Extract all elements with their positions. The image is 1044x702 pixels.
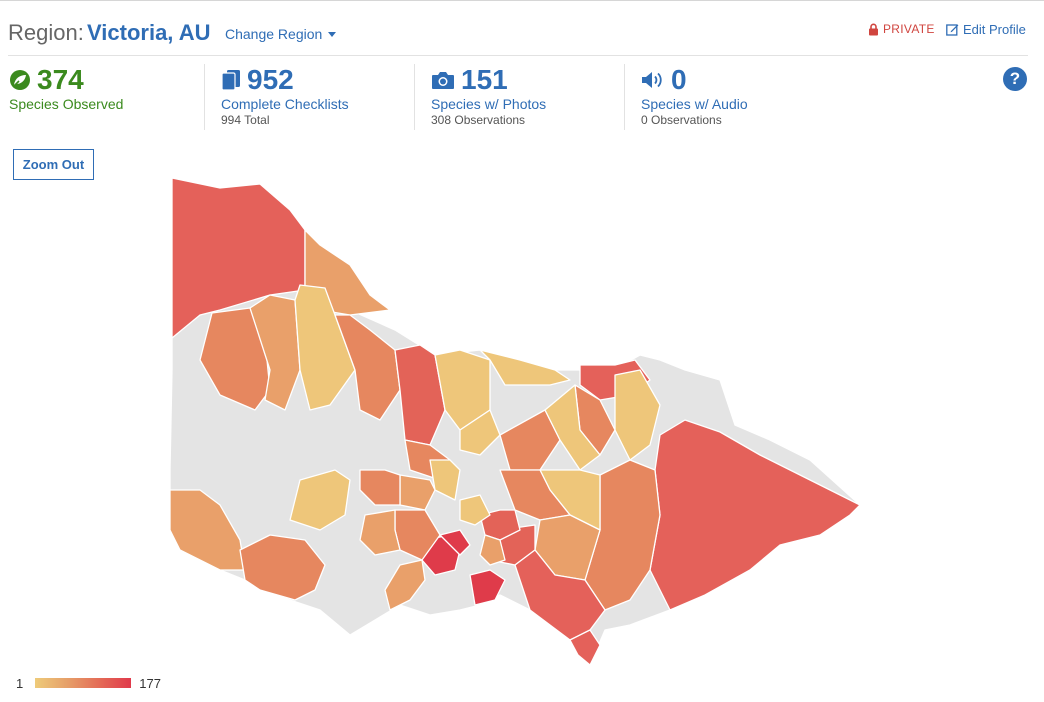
district-gannawarra[interactable] (334, 314, 401, 421)
top-border (0, 0, 1044, 1)
district-melbourne[interactable] (439, 529, 471, 556)
edit-profile-label: Edit Profile (963, 22, 1026, 37)
stat-complete-checklists[interactable]: 952 Complete Checklists 994 Total (204, 64, 412, 130)
species-audio-label: Species w/ Audio (641, 96, 748, 112)
species-audio-count: 0 (671, 64, 687, 95)
district-campaspe[interactable] (394, 344, 446, 446)
header-divider (8, 55, 1028, 56)
district-wilsons-prom[interactable] (569, 629, 601, 666)
district-yarriambiack[interactable] (249, 294, 301, 411)
complete-checklists-total: 994 Total (221, 113, 270, 127)
edit-profile-link[interactable]: Edit Profile (946, 22, 1026, 37)
speaker-icon (642, 72, 662, 88)
legend-max: 177 (139, 675, 161, 691)
legend-gradient (35, 678, 132, 688)
region-prefix: Region: (8, 20, 84, 45)
district-mornington[interactable] (469, 569, 506, 606)
species-observed-label: Species Observed (9, 96, 124, 112)
district-mansfield[interactable] (499, 409, 561, 471)
leaf-icon (10, 70, 30, 90)
stat-species-observed: 374 Species Observed (9, 64, 199, 130)
district-surf-coast[interactable] (384, 559, 426, 611)
zoom-out-button[interactable]: Zoom Out (13, 149, 94, 180)
species-audio-observations: 0 Observations (641, 113, 722, 127)
district-wangaratta[interactable] (544, 384, 601, 471)
district-hume[interactable] (459, 494, 491, 526)
species-photos-label: Species w/ Photos (431, 96, 547, 112)
color-legend: 1 177 (16, 675, 161, 691)
district-south-gippsland[interactable] (514, 549, 606, 641)
district-corangamite[interactable] (359, 469, 401, 506)
complete-checklists-count: 952 (247, 64, 294, 95)
change-region-dropdown[interactable]: Change Region (225, 26, 337, 42)
district-benalla[interactable] (459, 409, 501, 456)
legend-min: 1 (16, 675, 24, 691)
species-observed-count: 374 (37, 64, 84, 95)
camera-icon (432, 72, 454, 89)
district-moyne[interactable] (239, 534, 326, 601)
district-ararat[interactable] (289, 469, 351, 531)
choropleth-map (169, 177, 861, 666)
region-name: Victoria, AU (87, 20, 211, 45)
help-icon[interactable]: ? (1003, 67, 1027, 91)
page-header: Region: Victoria, AU Change Region PRIVA… (8, 18, 1032, 48)
private-label: PRIVATE (883, 22, 935, 36)
species-photos-count: 151 (461, 64, 508, 95)
district-mitchell[interactable] (479, 349, 571, 386)
caret-down-icon (328, 31, 337, 37)
species-photos-observations: 308 Observations (431, 113, 526, 127)
district-macedon[interactable] (429, 459, 461, 501)
district-casey[interactable] (479, 534, 506, 566)
district-golden-plains[interactable] (359, 509, 401, 556)
checklist-icon (221, 70, 240, 91)
lock-icon (869, 23, 878, 35)
stat-species-audio[interactable]: 0 Species w/ Audio 0 Observations (624, 64, 832, 130)
change-region-label: Change Region (225, 26, 323, 42)
edit-icon (946, 24, 959, 36)
district-glenelg[interactable] (169, 489, 246, 571)
complete-checklists-label: Complete Checklists (221, 96, 349, 112)
stat-species-photos[interactable]: 151 Species w/ Photos 308 Observations (414, 64, 622, 130)
private-badge: PRIVATE (868, 22, 935, 36)
